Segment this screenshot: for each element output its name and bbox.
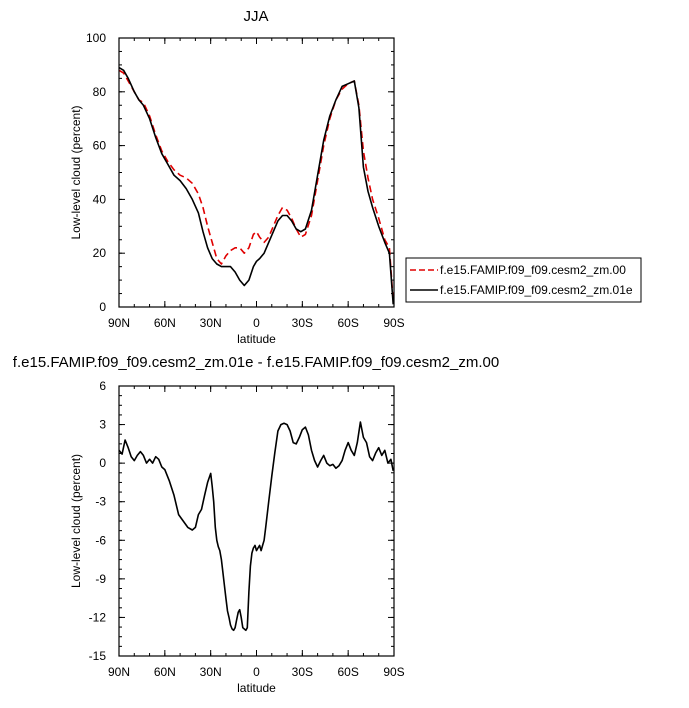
x-tick-label: 90N (108, 316, 130, 330)
top-chart-title: JJA (243, 8, 268, 25)
x-tick-label: 90S (383, 316, 404, 330)
bottom-chart-title: f.e15.FAMIP.f09_f09.cesm2_zm.01e - f.e15… (13, 354, 499, 371)
x-tick-label: 90N (108, 665, 130, 679)
y-tick-label: -15 (89, 649, 107, 663)
legend-box (405, 257, 642, 303)
series-line-difference (118, 421, 394, 632)
bottom-panel: f.e15.FAMIP.f09_f09.cesm2_zm.01e - f.e15… (13, 354, 499, 695)
y-tick-label: -12 (89, 610, 107, 624)
x-tick-label: 60N (154, 316, 176, 330)
x-tick-label: 60N (154, 665, 176, 679)
y-tick-label: 60 (93, 139, 107, 153)
x-tick-label: 30S (292, 316, 313, 330)
y-tick-label: 0 (99, 456, 106, 470)
x-tick-label: 30S (292, 665, 313, 679)
x-tick-label: 30N (200, 665, 222, 679)
x-tick-label: 0 (253, 316, 260, 330)
top-plot-frame (118, 37, 395, 308)
bottom-axis-ticks: 90N 60N 30N 0 30S 60S 90S -15 -12 -9 -6 -3 0 3 6 (89, 379, 405, 679)
y-tick-label: 6 (99, 379, 106, 393)
bottom-plot-frame (118, 385, 395, 657)
series-line-00 (118, 69, 394, 302)
x-tick-label: 60S (337, 316, 358, 330)
bottom-y-axis-label: Low-level cloud (percent) (69, 454, 83, 588)
y-tick-label: -3 (95, 495, 106, 509)
legend-label-01e: f.e15.FAMIP.f09_f09.cesm2_zm.01e (440, 283, 633, 297)
x-tick-label: 60S (337, 665, 358, 679)
top-x-axis-label: latitude (237, 332, 276, 346)
x-tick-label: 90S (383, 665, 404, 679)
y-tick-label: -6 (95, 533, 106, 547)
bottom-x-axis-label: latitude (237, 681, 276, 695)
y-tick-label: 100 (86, 31, 106, 45)
legend: f.e15.FAMIP.f09_f09.cesm2_zm.00 f.e15.FA… (405, 257, 642, 303)
series-line-01e (118, 66, 394, 305)
y-tick-label: 80 (93, 85, 107, 99)
y-tick-label: 40 (93, 192, 107, 206)
top-panel: JJA latitude Low-level cloud (percent) 9… (69, 8, 405, 346)
x-tick-label: 0 (253, 665, 260, 679)
top-series-lines (118, 66, 394, 305)
legend-label-00: f.e15.FAMIP.f09_f09.cesm2_zm.00 (440, 263, 626, 277)
bottom-series-lines (118, 421, 394, 632)
x-tick-label: 30N (200, 316, 222, 330)
y-tick-label: 3 (99, 418, 106, 432)
y-tick-label: 0 (99, 300, 106, 314)
y-tick-label: 20 (93, 246, 107, 260)
top-y-axis-label: Low-level cloud (percent) (69, 105, 83, 239)
y-tick-label: -9 (95, 572, 106, 586)
